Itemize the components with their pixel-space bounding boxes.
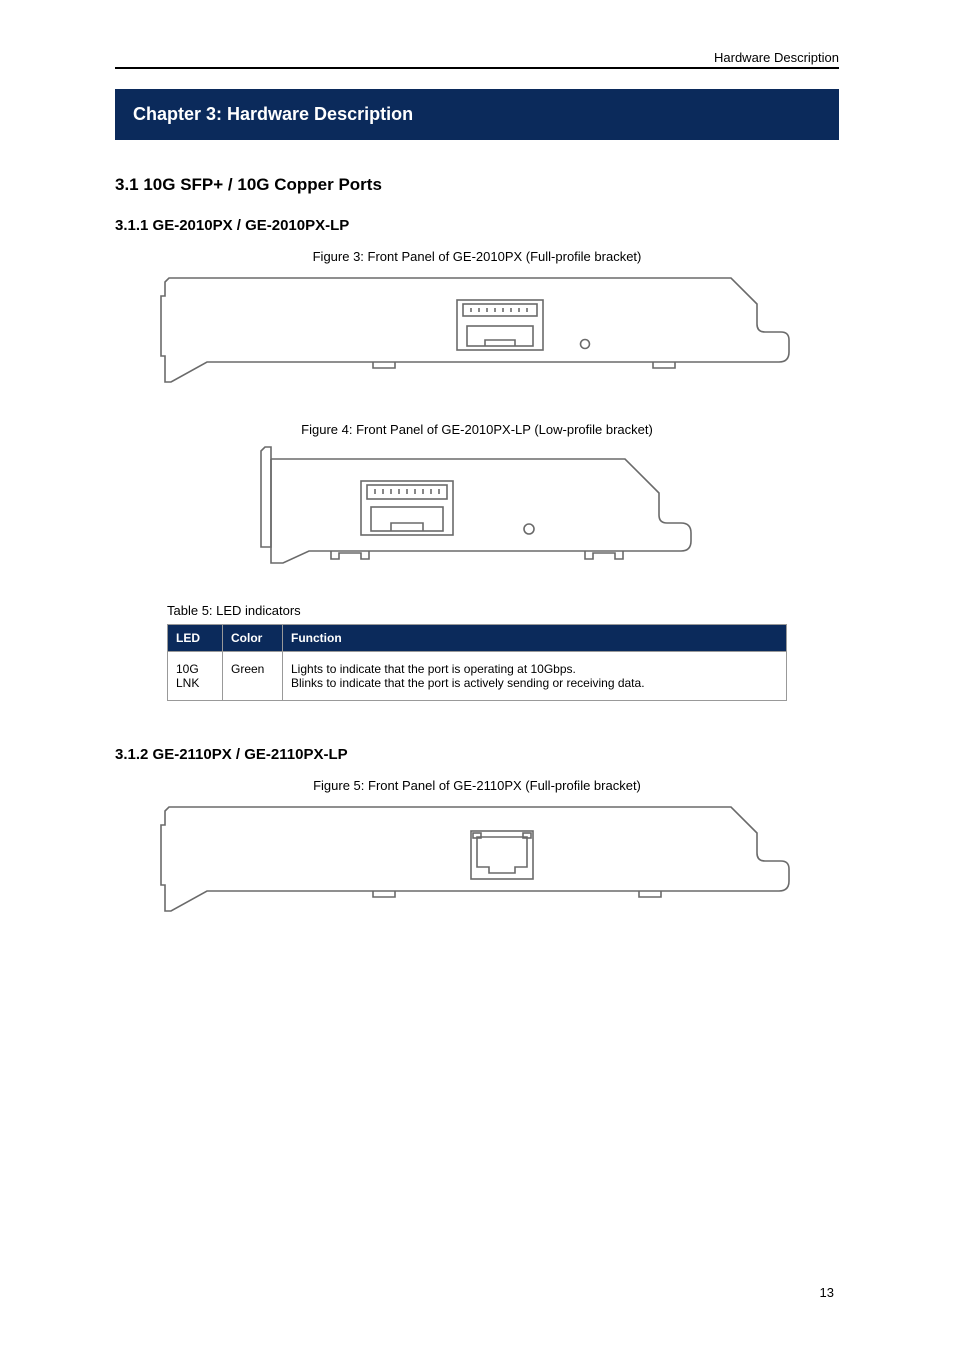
page-header: Hardware Description [115,50,839,69]
th-led: LED [168,625,223,652]
diagram-copper-full [115,801,839,926]
table-caption: Table 5: LED indicators [167,603,787,618]
td-color: Green [223,652,283,701]
diagram-sfp-full [115,272,839,397]
chapter-title-bar: Chapter 3: Hardware Description [115,89,839,140]
td-func: Lights to indicate that the port is oper… [283,652,787,701]
th-color: Color [223,625,283,652]
figure-label-copper-full: Figure 5: Front Panel of GE-2110PX (Full… [115,778,839,793]
led-table: LED Color Function 10G LNK Green Lights … [167,624,787,701]
td-led: 10G LNK [168,652,223,701]
chapter-title: Chapter 3: Hardware Description [133,104,413,124]
table-row: 10G LNK Green Lights to indicate that th… [168,652,787,701]
subsection-copper: 3.1.2 GE-2110PX / GE-2110PX-LP [115,746,839,763]
th-func: Function [283,625,787,652]
figure-label-sfp-low: Figure 4: Front Panel of GE-2010PX-LP (L… [115,422,839,437]
td-func-line1: Lights to indicate that the port is oper… [291,662,778,676]
led-table-wrap: Table 5: LED indicators LED Color Functi… [167,603,787,701]
td-func-line2: Blinks to indicate that the port is acti… [291,676,778,690]
figure-label-sfp-full: Figure 3: Front Panel of GE-2010PX (Full… [115,249,839,264]
diagram-sfp-low [115,445,839,578]
header-right: Hardware Description [714,50,839,65]
section-title: 3.1 10G SFP+ / 10G Copper Ports [115,175,839,195]
subsection-sfp: 3.1.1 GE-2010PX / GE-2010PX-LP [115,217,839,234]
page-number: 13 [820,1285,834,1300]
